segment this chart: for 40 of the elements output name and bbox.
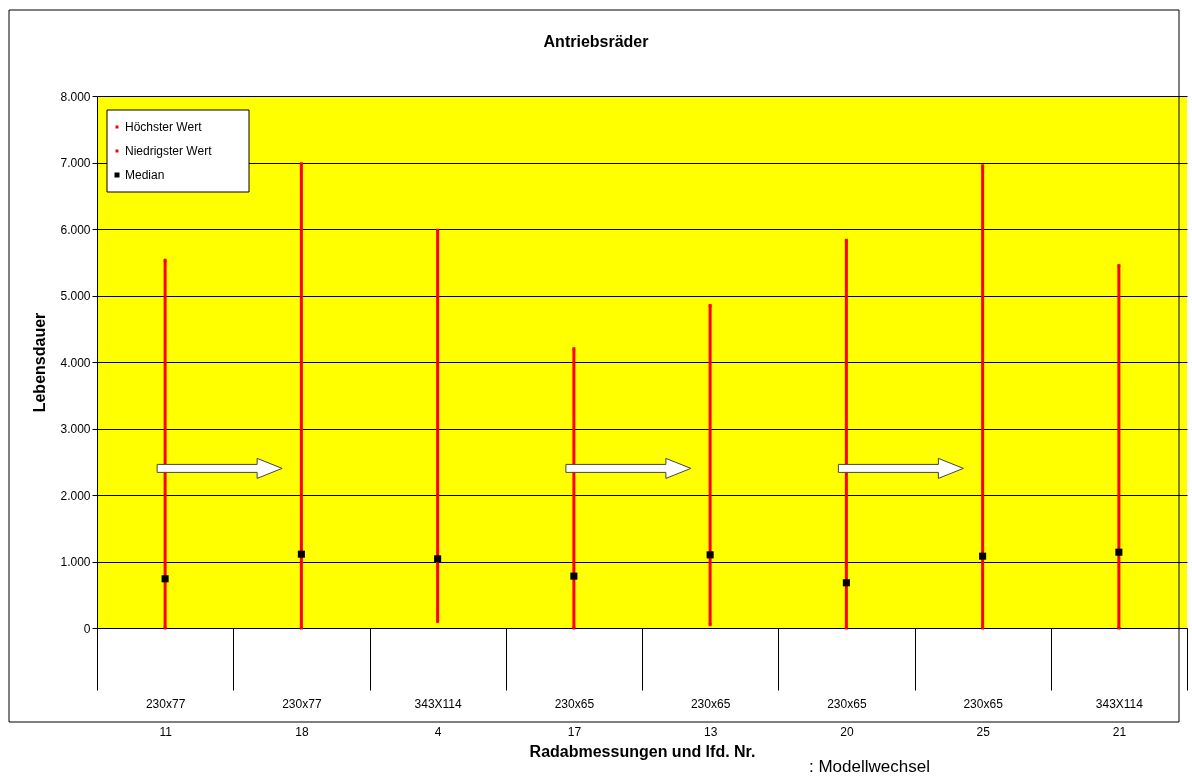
y-tick-label: 8.000 [60,89,91,104]
text: : Modellwechsel [809,757,930,776]
x-tick-label: 230x65 20 [827,696,867,739]
y-tick-label: 7.000 [60,156,91,170]
bar [436,230,440,622]
x-axis-title: Radabmessungen und lfd. Nr. [529,742,756,760]
point [297,550,305,558]
x-tick-label: 230x77 11 [145,696,186,739]
bar [572,348,576,628]
bar [981,165,985,628]
y-tick-label: 5.000 [60,289,91,303]
y-tick-label: 1.000 [60,555,91,569]
point [842,579,850,587]
x-tick-label: 230x65 17 [554,696,595,739]
point [1115,548,1123,556]
legend-label: Höchster Wert [125,120,203,134]
point [979,552,987,560]
bar [844,240,848,628]
bar [299,163,303,628]
legend-label: Median [125,168,165,182]
x-tick-label: 343X114 21 [1095,696,1144,739]
point [706,551,714,559]
point [434,555,442,563]
y-tick-label: 0 [83,621,91,636]
x-tick-label: 230x65 25 [963,696,1004,739]
point [570,572,578,580]
x-tick-label: 230x65 13 [690,696,731,739]
y-tick-label: 6.000 [60,222,91,237]
bar [708,305,712,625]
bar [163,260,167,628]
y-axis-title: Lebensdauer [31,312,49,413]
y-tick-label: 3.000 [60,422,91,436]
x-tick-label: 343X114 4 [414,696,463,739]
legend-label: Niedrigster Wert [125,144,213,158]
bar [1117,265,1121,628]
y-tick-label: 4.000 [60,355,91,370]
y-tick-label: 2.000 [60,488,91,503]
chart-title: Antriebsräder [543,33,649,50]
x-tick-label: 230x77 18 [282,696,322,739]
point [161,575,169,583]
